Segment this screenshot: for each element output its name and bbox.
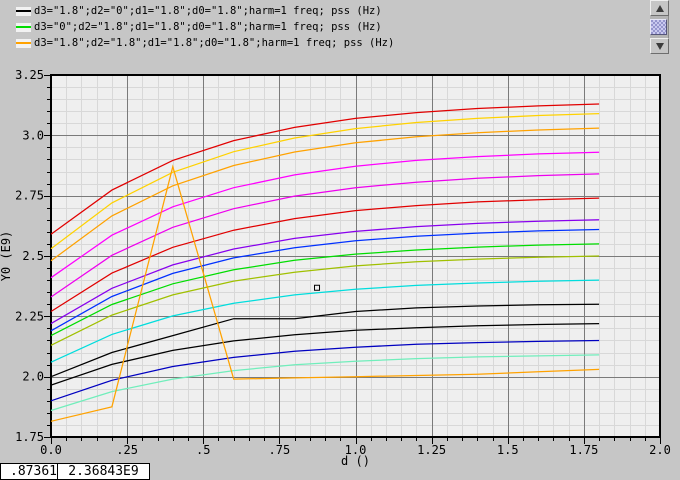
- cursor-y-readout: 2.36843E9: [57, 463, 150, 480]
- y-tick-label: 2.75: [15, 189, 44, 203]
- trace-line-9[interactable]: [50, 243, 600, 337]
- legend-item[interactable]: d3="0";d2="1.8";d1="1.8";d0="1.8";harm=1…: [16, 19, 394, 35]
- plot-border: [50, 74, 661, 438]
- trace-line-7[interactable]: [50, 219, 600, 325]
- scroll-down-button[interactable]: [650, 38, 669, 54]
- y-tick-label: 2.0: [22, 370, 44, 384]
- legend: d3="1.8";d2="0";d1="1.8";d0="1.8";harm=1…: [16, 3, 394, 51]
- y-tick-label: 1.75: [15, 430, 44, 444]
- trace-line-3[interactable]: [50, 127, 600, 262]
- legend-swatch: [16, 38, 31, 48]
- trace-line-14[interactable]: [50, 339, 600, 402]
- trace-line-10[interactable]: [50, 255, 600, 346]
- x-tick-label: 1.25: [417, 443, 446, 457]
- cursor-x-readout: .87361: [0, 463, 61, 480]
- legend-item-label: d3="1.8";d2="0";d1="1.8";d0="1.8";harm=1…: [34, 5, 382, 17]
- x-tick-label: 1.0: [345, 443, 367, 457]
- trace-color-line: [16, 42, 31, 44]
- trace-color-line: [16, 26, 31, 28]
- x-tick-label: 1.75: [569, 443, 598, 457]
- trace-line-4[interactable]: [50, 151, 600, 279]
- y-tick-label: 3.25: [15, 68, 44, 82]
- x-tick-label: .75: [269, 443, 291, 457]
- trace-line-15[interactable]: [50, 354, 600, 412]
- cursor-marker[interactable]: [314, 284, 321, 291]
- legend-scrollbar[interactable]: [650, 0, 669, 54]
- legend-item-label: d3="1.8";d2="1.8";d1="1.8";d0="1.8";harm…: [34, 37, 395, 49]
- legend-item[interactable]: d3="1.8";d2="0";d1="1.8";d0="1.8";harm=1…: [16, 3, 394, 19]
- legend-item-label: d3="0";d2="1.8";d1="1.8";d0="1.8";harm=1…: [34, 21, 382, 33]
- y-tick-label: 2.5: [22, 249, 44, 263]
- y-axis-title: Y0 (E9): [0, 230, 13, 282]
- trace-line-16[interactable]: [50, 164, 600, 422]
- trace-line-6[interactable]: [50, 197, 600, 313]
- trace-line-1[interactable]: [50, 103, 600, 235]
- x-tick-label: 2.0: [649, 443, 671, 457]
- trace-line-12[interactable]: [50, 303, 600, 378]
- scroll-up-button[interactable]: [650, 0, 669, 16]
- x-tick-label: 0.0: [40, 443, 62, 457]
- legend-swatch: [16, 6, 31, 16]
- legend-swatch: [16, 22, 31, 32]
- arrow-up-icon: [655, 4, 664, 12]
- arrow-down-icon: [655, 42, 664, 50]
- scrollbar-thumb[interactable]: [650, 19, 667, 35]
- y-tick-label: 3.0: [22, 128, 44, 142]
- trace-line-2[interactable]: [50, 112, 600, 250]
- legend-item[interactable]: d3="1.8";d2="1.8";d1="1.8";d0="1.8";harm…: [16, 35, 394, 51]
- x-tick-label: .5: [196, 443, 210, 457]
- trace-line-5[interactable]: [50, 173, 600, 298]
- x-tick-label: .25: [116, 443, 138, 457]
- y-tick-label: 2.25: [15, 309, 44, 323]
- trace-line-13[interactable]: [50, 322, 600, 386]
- x-axis-title: d (): [341, 454, 370, 468]
- x-tick-label: 1.5: [497, 443, 519, 457]
- trace-color-line: [16, 10, 31, 12]
- trace-line-11[interactable]: [50, 279, 600, 363]
